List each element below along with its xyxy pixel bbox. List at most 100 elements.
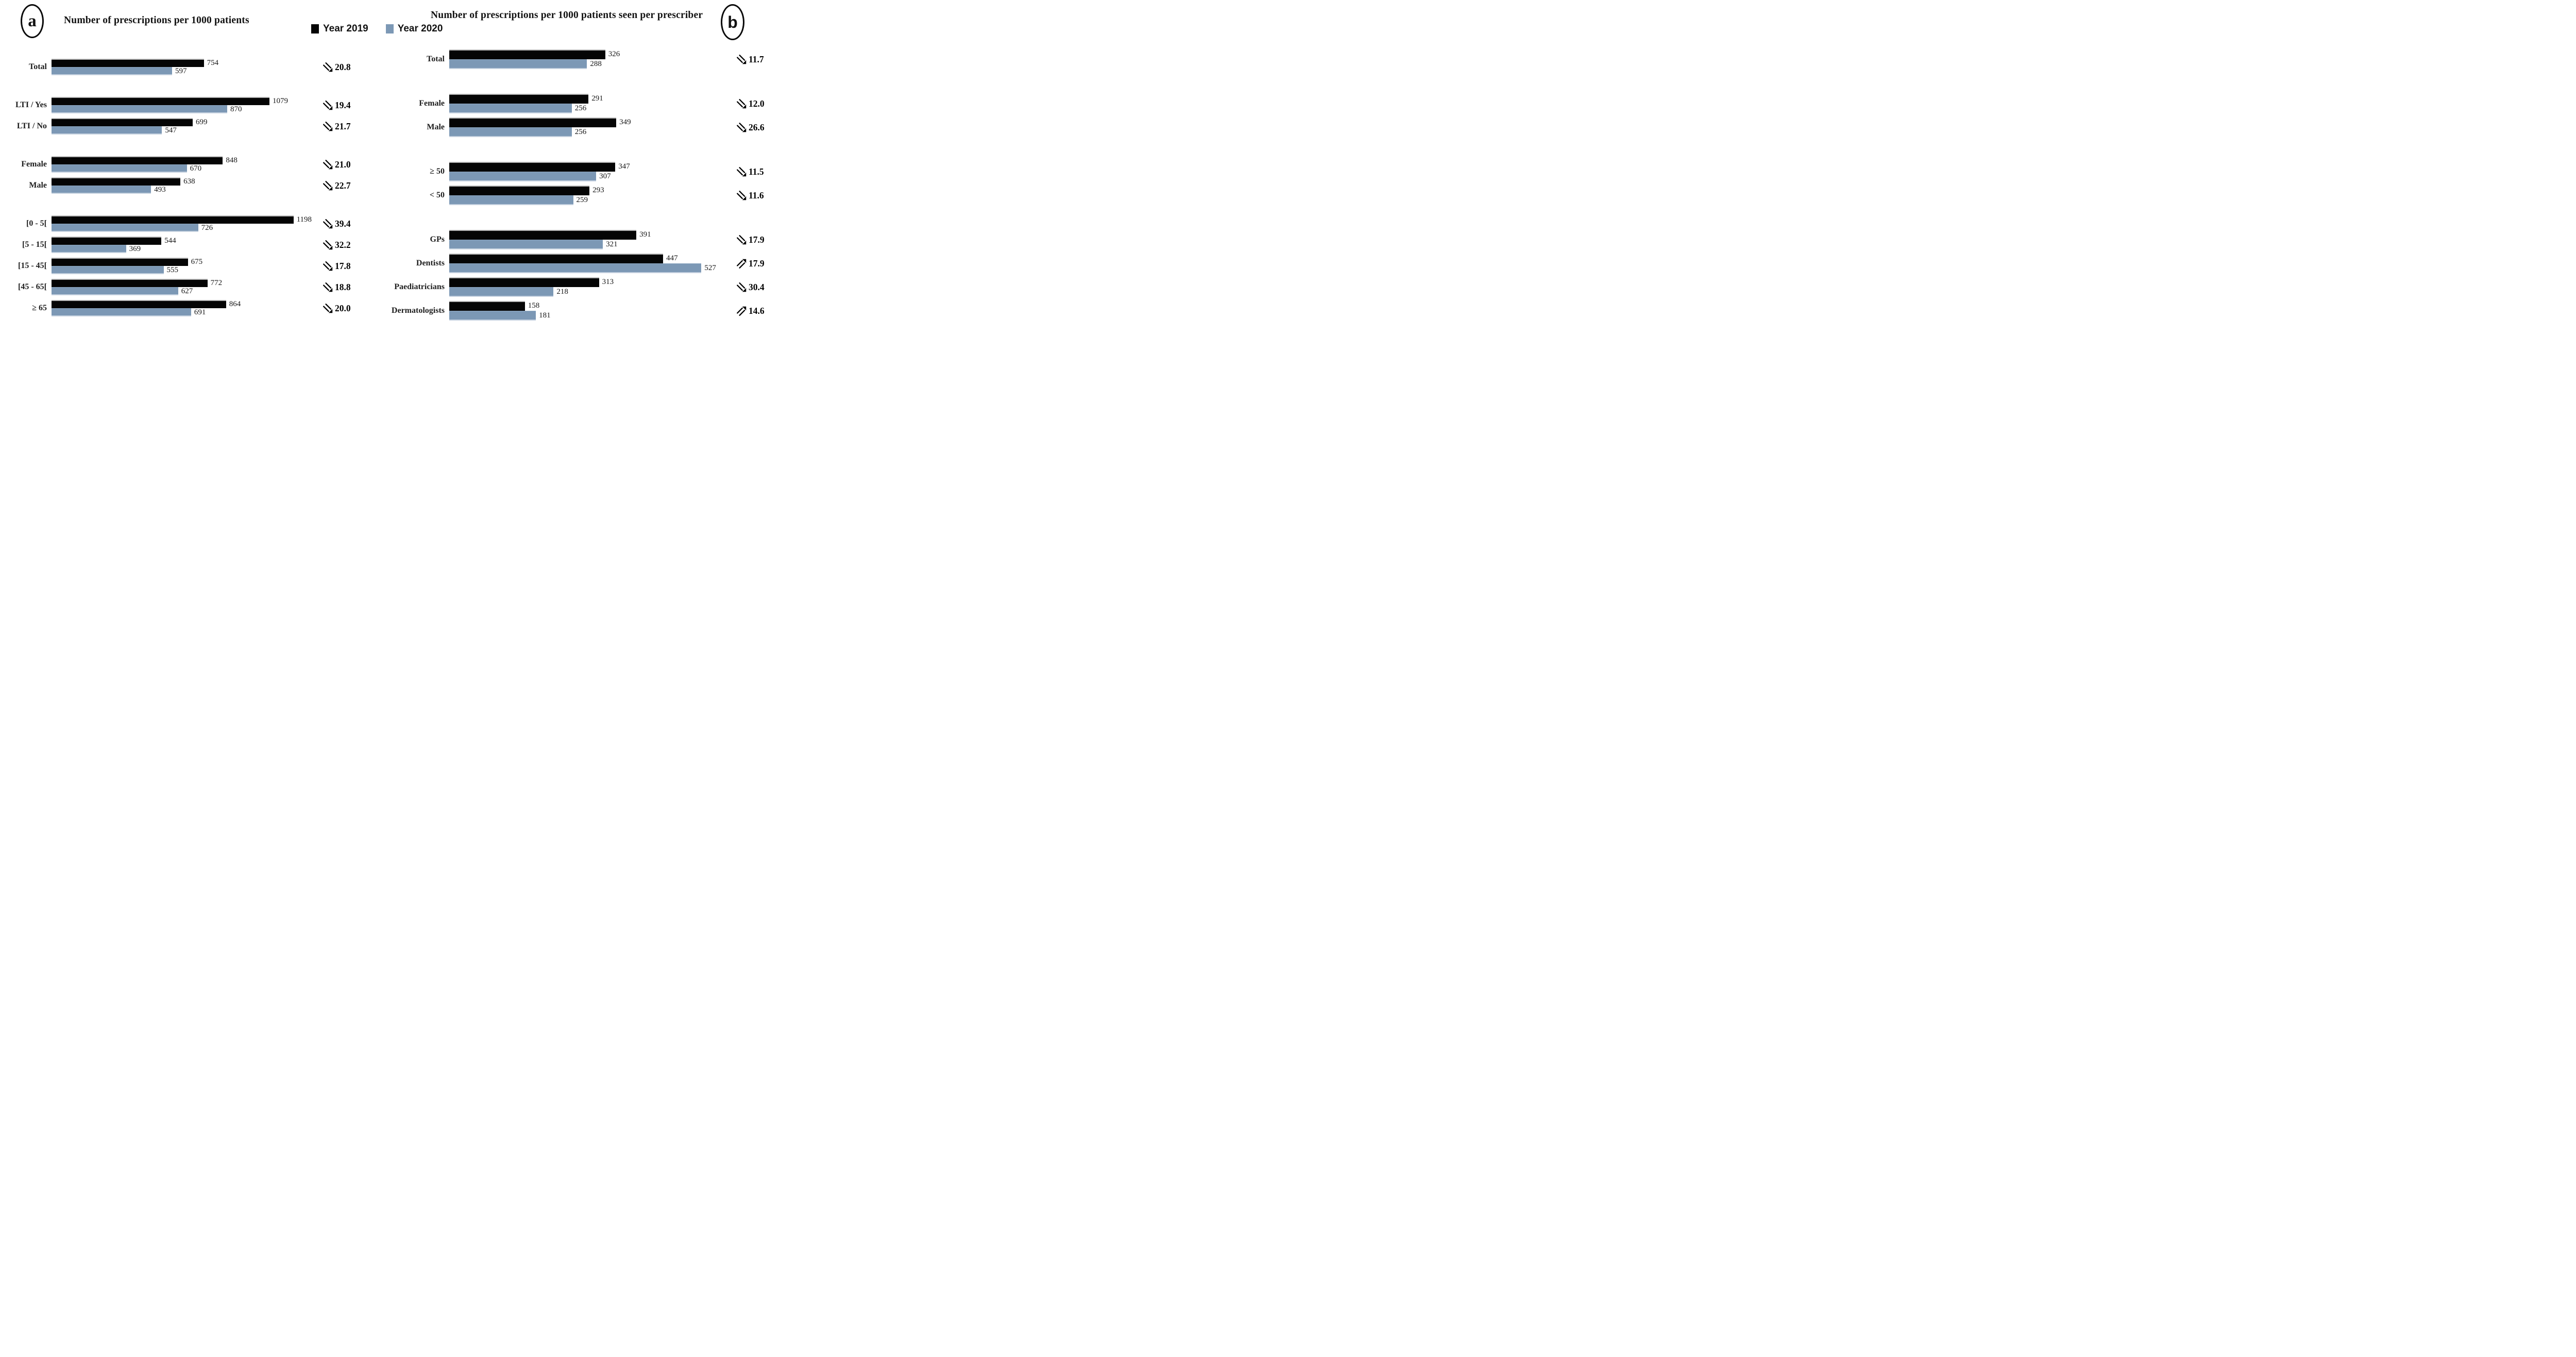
percent-change-value: 20.8 [335, 61, 351, 72]
bar-line: 675 [52, 258, 304, 266]
bar-line: 291 [449, 94, 717, 104]
bar-value-2020: 181 [539, 311, 551, 320]
bars-group: 349 256 [449, 118, 717, 137]
bars-group: 699 547 [52, 118, 304, 135]
percent-change-value: 11.7 [749, 54, 764, 64]
bars-group: 391 321 [449, 230, 717, 249]
bar-line: 158 [449, 301, 717, 311]
chart-row: Female 848 670 21.0 [0, 156, 370, 173]
trend-down-icon [323, 100, 333, 110]
category-label: Male [427, 123, 445, 131]
bar-value-2019: 544 [164, 236, 176, 245]
percent-change: 20.8 [323, 59, 366, 75]
category-label: [15 - 45[ [18, 261, 47, 270]
legend-label-2020: Year 2020 [397, 23, 443, 34]
bar-line: 347 [449, 162, 717, 172]
row-group: [0 - 5[1198 726 39.4 [5 - 15[544 369 32.2 [15 … [0, 215, 370, 316]
bar-year-2020 [52, 126, 162, 135]
bar-value-2019: 158 [528, 301, 540, 310]
bar-line: 369 [52, 245, 304, 253]
bar-year-2020 [52, 164, 187, 173]
panel-b-badge: b [721, 4, 744, 40]
bar-line: 627 [52, 287, 304, 295]
bar-value-2020: 691 [194, 308, 206, 316]
percent-change: 19.4 [323, 97, 366, 113]
category-label: Total [29, 62, 47, 71]
category-label: LTI / Yes [15, 100, 47, 109]
chart-row: Total 754 597 20.8 [0, 59, 370, 75]
bar-year-2020 [52, 105, 228, 113]
bar-value-2020: 307 [599, 172, 611, 180]
bar-year-2019 [52, 215, 294, 224]
legend-swatch-2020 [385, 24, 394, 33]
bar-year-2020 [52, 67, 173, 75]
bar-line: 326 [449, 49, 717, 59]
chart-row: LTI / Yes 1079 870 19.4 [0, 97, 370, 113]
percent-change: 17.8 [323, 258, 366, 274]
bar-value-2020: 670 [190, 164, 202, 173]
percent-change-value: 26.6 [749, 122, 765, 132]
chart-row: [45 - 65[772 627 18.8 [0, 279, 370, 295]
bar-line: 288 [449, 59, 717, 69]
bars-group: 864 691 [52, 300, 304, 316]
trend-down-icon [323, 62, 333, 72]
percent-change-value: 22.7 [335, 180, 351, 191]
bar-year-2020 [52, 287, 178, 295]
bars-group: 544 369 [52, 237, 304, 253]
chart-row: GPs 391 321 17.9 [370, 230, 771, 249]
bar-value-2019: 347 [618, 162, 630, 171]
bar-line: 218 [449, 287, 717, 297]
bar-value-2020: 493 [154, 185, 166, 194]
chart-legend: Year 2019 Year 2020 [311, 23, 443, 35]
bars-group: 158 181 [449, 301, 717, 321]
bar-year-2019 [52, 300, 226, 308]
bar-year-2019 [52, 97, 269, 105]
chart-row: < 50 293 259 11.6 [370, 186, 771, 205]
percent-change-value: 32.2 [335, 239, 351, 250]
bar-value-2019: 391 [639, 230, 651, 239]
percent-change: 11.7 [736, 49, 771, 69]
bar-year-2020 [449, 172, 597, 181]
bars-group: 291 256 [449, 94, 717, 113]
panel-b-title: Number of prescriptions per 1000 patient… [431, 10, 703, 21]
bar-value-2020: 256 [574, 104, 587, 112]
two-panel-bar-chart-figure: a Number of prescriptions per 1000 patie… [0, 0, 771, 339]
percent-change-value: 14.6 [749, 305, 765, 316]
bar-line: 259 [449, 195, 717, 205]
percent-change: 11.6 [736, 186, 771, 205]
bars-group: 675 555 [52, 258, 304, 274]
bar-value-2019: 699 [196, 118, 208, 126]
category-label: < 50 [429, 191, 445, 199]
trend-down-icon [737, 54, 747, 64]
bar-value-2020: 726 [201, 223, 213, 232]
bars-group: 1198 726 [52, 215, 312, 232]
chart-row: [0 - 5[1198 726 39.4 [0, 215, 370, 232]
bar-value-2019: 293 [592, 186, 604, 194]
bars-group: 347 307 [449, 162, 717, 181]
bar-line: 848 [52, 156, 304, 164]
row-group: GPs 391 321 17.9 Dentists 447 527 17.9 Paediatri… [370, 230, 771, 321]
trend-down-icon [323, 303, 333, 313]
percent-change-value: 17.9 [749, 258, 765, 269]
percent-change: 18.8 [323, 279, 366, 295]
bar-value-2019: 313 [602, 278, 614, 286]
trend-down-icon [737, 282, 747, 292]
bar-line: 870 [52, 105, 304, 113]
bar-year-2020 [52, 186, 151, 194]
trend-down-icon [737, 190, 747, 200]
percent-change: 14.6 [736, 301, 771, 321]
bar-year-2020 [449, 195, 573, 205]
bar-value-2019: 638 [183, 177, 195, 186]
bar-year-2020 [449, 240, 603, 249]
percent-change-value: 39.4 [335, 218, 351, 229]
bar-year-2019 [449, 230, 637, 240]
bars-group: 313 218 [449, 277, 717, 297]
bar-value-2019: 675 [191, 257, 203, 266]
bar-year-2019 [52, 177, 181, 186]
bar-value-2019: 349 [619, 118, 631, 126]
category-label: [45 - 65[ [18, 282, 47, 291]
percent-change: 39.4 [323, 215, 366, 232]
legend-item-2020: Year 2020 [385, 23, 443, 35]
bar-line: 321 [449, 240, 717, 249]
bar-line: 493 [52, 186, 304, 194]
